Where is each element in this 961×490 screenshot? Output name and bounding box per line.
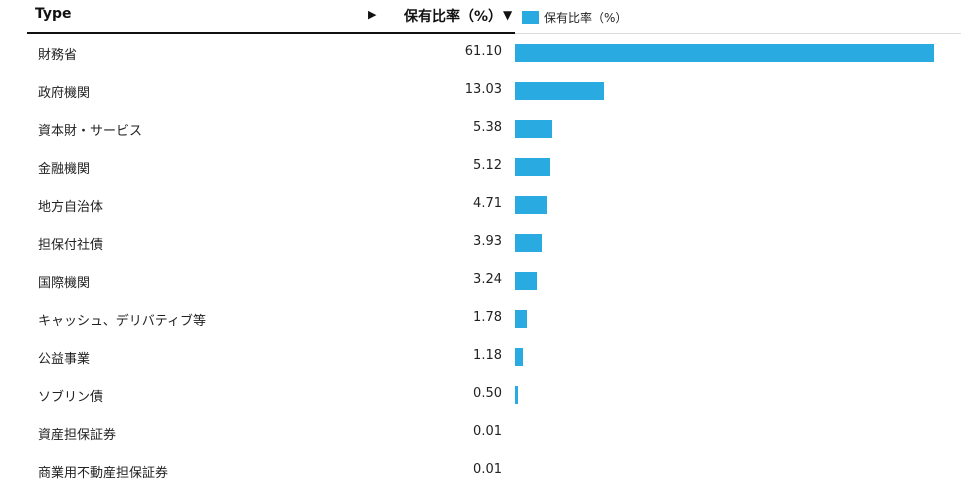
value-label: 3.93 (473, 234, 502, 249)
bar[interactable] (515, 120, 552, 138)
category-label: 国際機関 (38, 276, 91, 291)
table-row: 政府機関 13.03 (0, 72, 961, 110)
bar[interactable] (515, 158, 551, 176)
table-row: 公益事業 1.18 (0, 338, 961, 376)
category-label: 政府機関 (38, 86, 91, 101)
sort-right-icon[interactable]: ▶ (368, 8, 377, 21)
value-label: 5.38 (473, 120, 502, 135)
category-label: ソブリン債 (38, 390, 104, 405)
value-label: 1.18 (473, 348, 502, 363)
legend-swatch (522, 10, 539, 24)
table-row: 担保付社債 3.93 (0, 224, 961, 262)
sort-descending-icon[interactable]: ▼ (503, 8, 513, 22)
value-label: 0.01 (473, 462, 502, 477)
category-label: 地方自治体 (38, 200, 104, 215)
header-divider (27, 32, 515, 34)
bar[interactable] (515, 196, 548, 214)
bar[interactable] (515, 386, 519, 404)
table-row: 商業用不動産担保証券 0.01 (0, 452, 961, 490)
ratio-column-header[interactable]: 保有比率（%） (404, 9, 503, 25)
bar[interactable] (515, 234, 542, 252)
table-row: 金融機関 5.12 (0, 148, 961, 186)
value-label: 0.01 (473, 424, 502, 439)
bar[interactable] (515, 272, 538, 290)
category-label: 商業用不動産担保証券 (38, 466, 169, 481)
bar[interactable] (515, 310, 528, 328)
category-label: 財務省 (38, 48, 78, 63)
value-label: 1.78 (473, 310, 502, 325)
bar[interactable] (515, 82, 605, 100)
table-row: 財務省 61.10 (0, 34, 961, 72)
table-row: 資産担保証券 0.01 (0, 414, 961, 452)
category-label: 公益事業 (38, 352, 91, 367)
legend-divider (515, 33, 961, 34)
table-header: Type ▶ 保有比率（%） ▼ 保有比率（%） (0, 0, 961, 34)
table-row: 地方自治体 4.71 (0, 186, 961, 224)
category-label: 資産担保証券 (38, 428, 117, 443)
value-label: 61.10 (464, 44, 502, 59)
value-label: 5.12 (473, 158, 502, 173)
table-row: ソブリン債 0.50 (0, 376, 961, 414)
table-row: 国際機関 3.24 (0, 262, 961, 300)
bar[interactable] (515, 44, 934, 62)
value-label: 0.50 (473, 386, 502, 401)
value-label: 3.24 (473, 272, 502, 287)
table-row: キャッシュ、デリバティブ等 1.78 (0, 300, 961, 338)
category-label: 金融機関 (38, 162, 91, 177)
value-label: 13.03 (464, 82, 502, 97)
value-label: 4.71 (473, 196, 502, 211)
category-label: キャッシュ、デリバティブ等 (38, 314, 206, 329)
legend-label: 保有比率（%） (544, 10, 628, 25)
table-row: 資本財・サービス 5.38 (0, 110, 961, 148)
category-label: 資本財・サービス (38, 124, 143, 139)
bar[interactable] (515, 348, 524, 366)
chart-legend: 保有比率（%） (522, 9, 627, 25)
type-column-header[interactable]: Type (35, 6, 72, 22)
category-label: 担保付社債 (38, 238, 104, 253)
